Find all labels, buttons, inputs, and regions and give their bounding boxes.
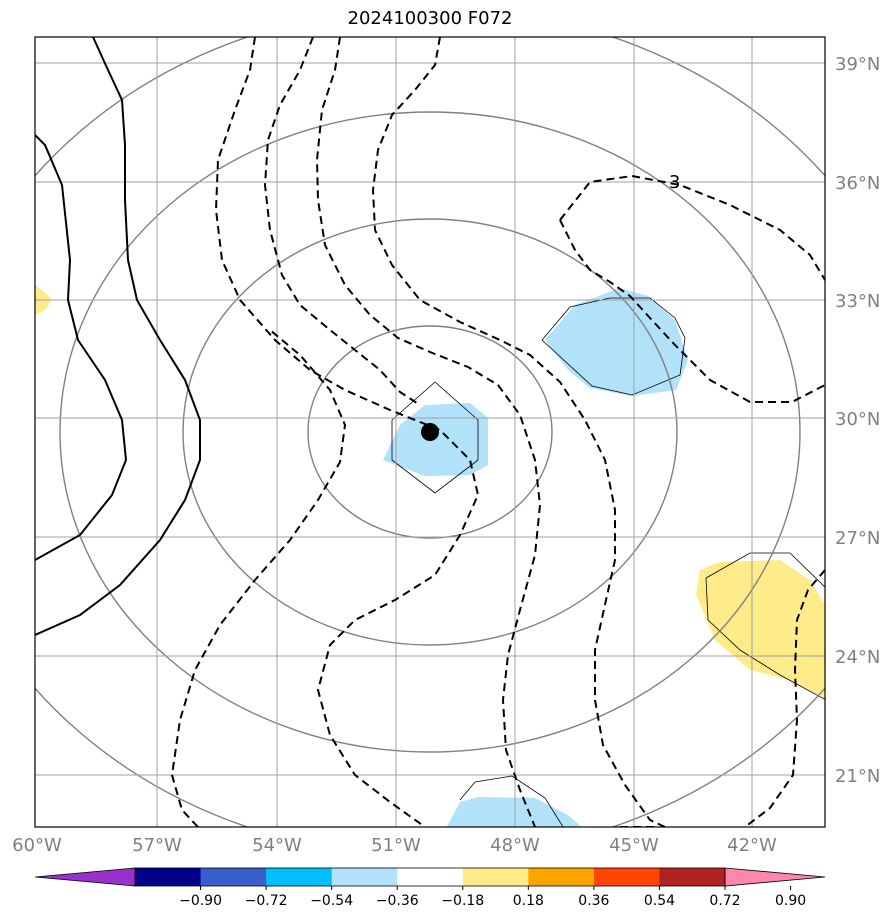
negative-anomaly-area [446, 797, 582, 827]
lat-tick-label: 30°N [835, 409, 880, 430]
range-rings [35, 37, 825, 827]
lat-tick-label: 21°N [835, 766, 880, 787]
lat-tick-label: 24°N [835, 647, 880, 668]
colorbar-swatch [266, 868, 333, 886]
lat-tick-label: 27°N [835, 528, 880, 549]
longitude-labels: 60°W 57°W 54°W 51°W 48°W 45°W 42°W [12, 835, 777, 856]
colorbar: −0.90 −0.72 −0.54 −0.36 −0.18 0.18 0.36 0.54 0.7… [34, 867, 826, 909]
lon-tick-label: 48°W [490, 835, 540, 856]
lon-tick-label: 54°W [252, 835, 302, 856]
colorbar-swatch [462, 868, 529, 886]
map-title: 2024100300 F072 [347, 8, 513, 29]
lat-tick-label: 36°N [835, 173, 880, 194]
colorbar-extension-low [34, 867, 136, 887]
colorbar-swatch [659, 868, 726, 886]
solid-contours [35, 37, 201, 636]
colorbar-extension-high [724, 867, 826, 887]
colorbar-swatch [200, 868, 267, 886]
colorbar-tick-label: −0.36 [376, 893, 419, 909]
colorbar-tick-label: 0.18 [513, 893, 544, 909]
contour-label: 3 [669, 172, 680, 193]
dashed-contours [170, 37, 825, 827]
lat-tick-label: 33°N [835, 291, 880, 312]
colorbar-swatch [397, 868, 464, 886]
colorbar-swatch [593, 868, 660, 886]
colorbar-tick-label: 0.72 [709, 893, 740, 909]
colorbar-tick-label: −0.72 [245, 893, 288, 909]
lon-tick-label: 51°W [371, 835, 421, 856]
colorbar-tick-label: −0.54 [310, 893, 353, 909]
colorbar-swatch [528, 868, 595, 886]
colorbar-swatch [331, 868, 398, 886]
map-frame [34, 36, 826, 828]
lon-tick-label: 57°W [132, 835, 182, 856]
map-panel: 3 [35, 37, 825, 827]
lat-tick-label: 39°N [835, 54, 880, 75]
negative-anomaly-area [383, 403, 488, 476]
colorbar-tick-label: −0.18 [441, 893, 484, 909]
lon-tick-label: 45°W [609, 835, 659, 856]
negative-anomaly-area [545, 288, 688, 396]
colorbar-tick-label: 0.36 [578, 893, 609, 909]
storm-center-marker [421, 423, 439, 441]
positive-anomaly-area [696, 560, 825, 699]
colorbar-tick-label: −0.90 [179, 893, 222, 909]
latitude-labels: 39°N 36°N 33°N 30°N 27°N 24°N 21°N [835, 54, 880, 787]
colorbar-tick-label: 0.54 [644, 893, 675, 909]
colorbar-swatch [135, 868, 202, 886]
lon-tick-label: 42°W [727, 835, 777, 856]
colorbar-outline [134, 867, 726, 887]
lon-tick-label: 60°W [12, 835, 62, 856]
gridlines [35, 37, 825, 827]
colorbar-tick-label: 0.90 [775, 893, 806, 909]
